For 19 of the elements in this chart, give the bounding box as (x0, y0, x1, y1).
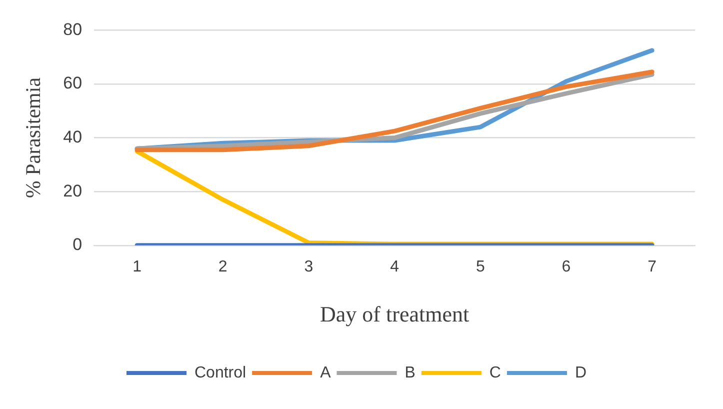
y-tick-label: 40 (63, 127, 82, 146)
legend-label: A (320, 364, 332, 382)
y-tick-label: 60 (63, 74, 82, 93)
x-tick-label: 6 (562, 258, 571, 276)
legend-label: D (574, 364, 587, 382)
x-tick-label: 2 (218, 258, 228, 276)
y-tick-label: 20 (63, 181, 82, 200)
x-tick-label: 4 (390, 258, 400, 276)
legend-label: Control (194, 364, 246, 382)
x-tick-label: 3 (304, 258, 314, 276)
x-tick-label: 7 (648, 258, 657, 276)
y-axis-title: % Parasitemia (21, 76, 46, 198)
y-tick-label: 0 (72, 235, 82, 254)
legend-label: B (404, 364, 416, 382)
y-tick-label: 80 (63, 20, 82, 39)
x-tick-label: 1 (132, 258, 142, 276)
legend-label: C (489, 364, 501, 382)
x-tick-label: 5 (476, 258, 485, 276)
x-axis-title: Day of treatment (320, 302, 470, 327)
